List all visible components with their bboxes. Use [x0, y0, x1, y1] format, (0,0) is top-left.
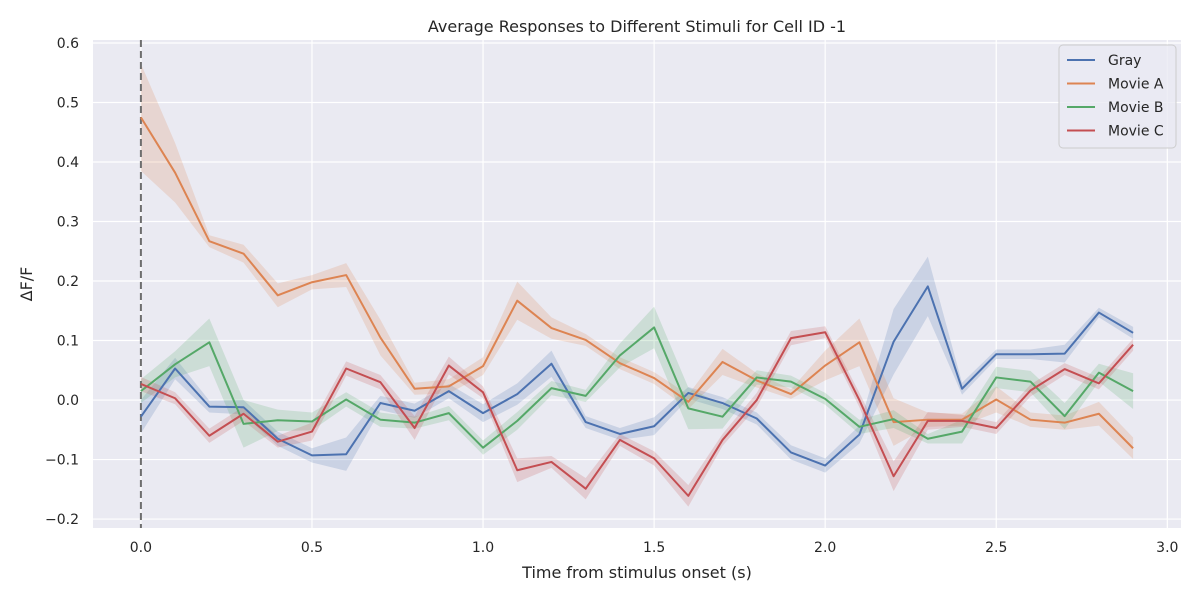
legend-label-movie-a: Movie A — [1108, 77, 1164, 93]
y-tick-label: −0.1 — [45, 453, 79, 469]
y-tick-label: 0.0 — [57, 393, 79, 409]
y-tick-label: 0.6 — [57, 36, 79, 52]
chart-title: Average Responses to Different Stimuli f… — [428, 17, 846, 36]
y-tick-label: 0.4 — [57, 155, 79, 171]
y-axis-label: ΔF/F — [17, 267, 36, 302]
x-tick-label: 2.5 — [985, 540, 1007, 556]
x-axis-label: Time from stimulus onset (s) — [521, 563, 752, 582]
legend-label-movie-b: Movie B — [1108, 100, 1164, 116]
y-axis-ticks: −0.2 −0.1 0.0 0.1 0.2 0.3 0.4 0.5 0.6 — [45, 36, 79, 528]
series-line-gray — [140, 285, 1134, 467]
band-movie-c — [140, 326, 1134, 507]
plot-area — [93, 40, 1181, 528]
x-tick-label: 2.0 — [814, 540, 836, 556]
legend-box — [1058, 44, 1177, 149]
series-line-movie-a — [140, 116, 1134, 449]
x-tick-label: 0.0 — [130, 540, 152, 556]
x-tick-label: 1.0 — [472, 540, 494, 556]
legend-label-movie-c: Movie C — [1108, 124, 1164, 140]
band-movie-a — [140, 63, 1134, 459]
x-tick-label: 3.0 — [1156, 540, 1178, 556]
legend-label-gray: Gray — [1108, 53, 1141, 69]
x-axis-ticks: 0.0 0.5 1.0 1.5 2.0 2.5 3.0 — [130, 540, 1179, 556]
y-tick-label: 0.3 — [57, 215, 79, 231]
y-tick-label: −0.2 — [45, 512, 79, 528]
band-movie-b — [140, 306, 1134, 455]
legend: Gray Movie A Movie B Movie C — [1058, 44, 1177, 149]
y-tick-label: 0.2 — [57, 274, 79, 290]
y-tick-label: 0.5 — [57, 95, 79, 111]
x-tick-label: 0.5 — [301, 540, 323, 556]
x-tick-label: 1.5 — [643, 540, 665, 556]
series-lines — [140, 116, 1134, 497]
y-tick-label: 0.1 — [57, 334, 79, 350]
series-line-movie-c — [140, 331, 1134, 497]
